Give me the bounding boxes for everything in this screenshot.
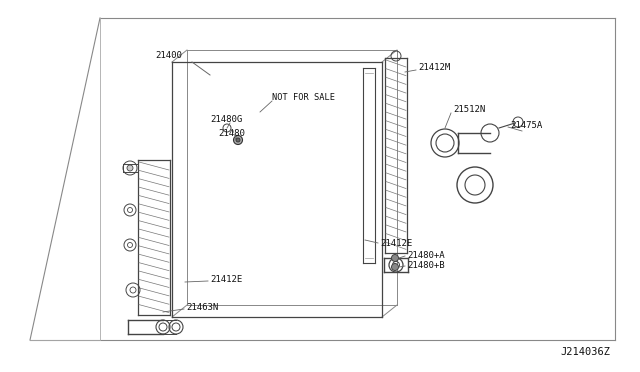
Circle shape (234, 135, 243, 144)
Text: 21512N: 21512N (453, 106, 485, 115)
Circle shape (236, 138, 240, 142)
Text: 21480G: 21480G (210, 115, 243, 125)
Text: 21412M: 21412M (418, 64, 451, 73)
Text: 21480+A: 21480+A (407, 250, 445, 260)
Text: 21412E: 21412E (210, 276, 243, 285)
Text: 21412E: 21412E (380, 238, 412, 247)
Circle shape (127, 165, 133, 171)
Text: 21480+B: 21480+B (407, 260, 445, 269)
Circle shape (392, 263, 399, 270)
Text: 21463N: 21463N (186, 304, 218, 312)
Circle shape (392, 254, 399, 262)
Text: 21475A: 21475A (510, 121, 542, 129)
Text: 21400: 21400 (155, 51, 182, 61)
Text: NOT FOR SALE: NOT FOR SALE (272, 93, 335, 103)
Text: J214036Z: J214036Z (560, 347, 610, 357)
Text: 21480: 21480 (218, 128, 245, 138)
